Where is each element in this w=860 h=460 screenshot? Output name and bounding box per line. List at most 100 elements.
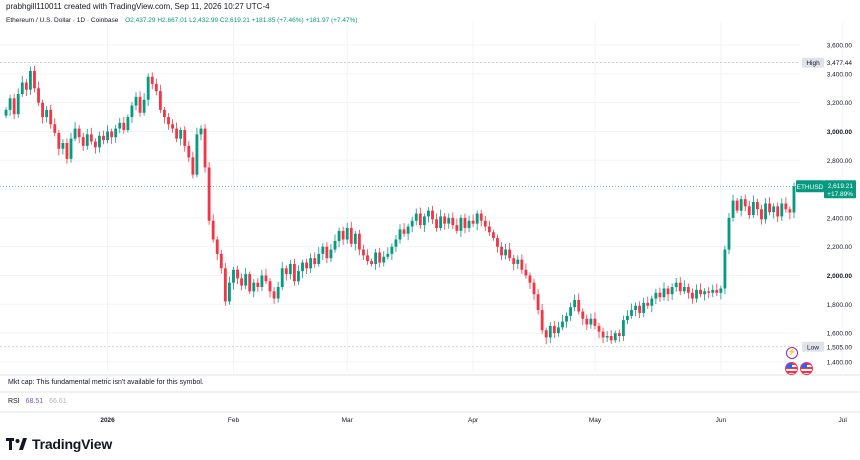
candle-body	[292, 263, 296, 282]
candle-body	[357, 233, 361, 250]
candle-body	[682, 287, 686, 292]
candle-body	[77, 128, 81, 138]
y-tick-label: 1,400.00	[827, 359, 853, 366]
candle-body	[33, 70, 36, 89]
candle-body	[711, 289, 715, 293]
us-flag-icon[interactable]	[785, 362, 798, 375]
y-tick-label: 3,200.00	[827, 100, 853, 107]
candle-body	[569, 307, 573, 316]
candle-body	[650, 298, 654, 306]
candle-body	[398, 229, 402, 240]
rsi-ma-value: 66.61	[49, 398, 67, 405]
candle-body	[589, 318, 593, 325]
candle-body	[252, 282, 256, 292]
candle-body	[471, 220, 475, 224]
candle-body	[760, 209, 763, 220]
candle-body	[727, 217, 731, 250]
candle-body	[435, 219, 438, 228]
candle-body	[353, 233, 357, 244]
candle-body	[317, 253, 321, 264]
candle-body	[370, 261, 373, 264]
candle-body	[573, 299, 577, 308]
candle-body	[73, 128, 77, 139]
candle-body	[593, 318, 597, 326]
candle-body	[49, 109, 53, 125]
candle-body	[349, 227, 353, 244]
candle-body	[321, 246, 325, 254]
symbol-tag: ETHUSD	[797, 184, 824, 191]
candle-body	[678, 282, 682, 292]
candle-body	[232, 269, 235, 283]
candle-body	[776, 206, 780, 217]
mkt-cap-note: Mkt cap: This fundamental metric isn't a…	[8, 379, 204, 386]
candle-body	[516, 259, 520, 264]
candle-body	[512, 258, 516, 264]
candle-body	[345, 227, 349, 240]
candle-body	[402, 229, 406, 234]
candle-body	[556, 327, 560, 334]
us-flag-icon[interactable]	[800, 362, 813, 375]
high-label: High	[806, 60, 820, 67]
x-tick-label: Feb	[228, 417, 240, 424]
candle-body	[475, 213, 479, 224]
candle-body	[183, 130, 187, 146]
candle-body	[642, 302, 646, 313]
candle-body	[146, 76, 150, 100]
lightning-icon[interactable]: ⚡	[786, 347, 798, 359]
candle-body	[110, 131, 114, 138]
candle-body	[540, 310, 544, 331]
candle-body	[118, 122, 122, 129]
tradingview-logo[interactable]: TradingView	[6, 436, 112, 452]
candle-body	[755, 202, 759, 210]
candle-body	[548, 325, 552, 338]
candle-body	[53, 124, 57, 133]
candle-body	[114, 128, 118, 138]
rsi-label: RSI	[8, 398, 20, 405]
candle-body	[207, 167, 211, 221]
candle-body	[219, 253, 223, 269]
candle-body	[138, 96, 142, 113]
candle-body	[374, 252, 378, 264]
candle-body	[406, 226, 410, 234]
candle-body	[158, 91, 162, 110]
candle-body	[134, 96, 138, 106]
candle-body	[699, 289, 702, 295]
high-value: 3,477.44	[827, 60, 853, 67]
candle-body	[487, 226, 491, 233]
last-price-change: +17.89%	[827, 191, 853, 198]
candle-body	[634, 305, 637, 311]
symbol-title: Ethereum / U.S. Dollar · 1D · Coinbase	[6, 17, 119, 24]
candle-body	[394, 239, 398, 247]
candle-body	[565, 315, 568, 322]
candle-body	[479, 213, 483, 221]
candle-body	[544, 330, 548, 338]
candle-body	[621, 320, 625, 336]
candle-body	[85, 134, 89, 146]
y-tick-label: 3,000.00	[827, 129, 853, 136]
candle-body	[467, 220, 471, 228]
candle-body	[203, 128, 207, 168]
candle-body	[390, 246, 394, 254]
candle-body	[126, 117, 130, 131]
candle-body	[780, 203, 784, 217]
candle-body	[329, 249, 333, 259]
candle-body	[378, 252, 382, 263]
candle-body	[57, 132, 61, 149]
candle-body	[41, 102, 45, 118]
candle-body	[28, 70, 32, 90]
candle-body	[187, 145, 191, 158]
candle-body	[447, 217, 451, 224]
y-tick-label: 1,800.00	[827, 302, 853, 309]
rsi-value: 68.51	[25, 398, 44, 405]
y-tick-label: 3,400.00	[827, 71, 853, 78]
x-tick-label: Jun	[716, 417, 727, 424]
candle-body	[731, 200, 735, 218]
y-tick-label: 2,200.00	[827, 244, 853, 251]
candle-body	[719, 288, 723, 293]
candle-body	[37, 88, 40, 103]
candle-body	[98, 135, 101, 148]
candle-body	[715, 289, 719, 293]
symbol-legend: Ethereum / U.S. Dollar · 1D · Coinbase O…	[6, 17, 358, 24]
candle-body	[69, 138, 73, 159]
